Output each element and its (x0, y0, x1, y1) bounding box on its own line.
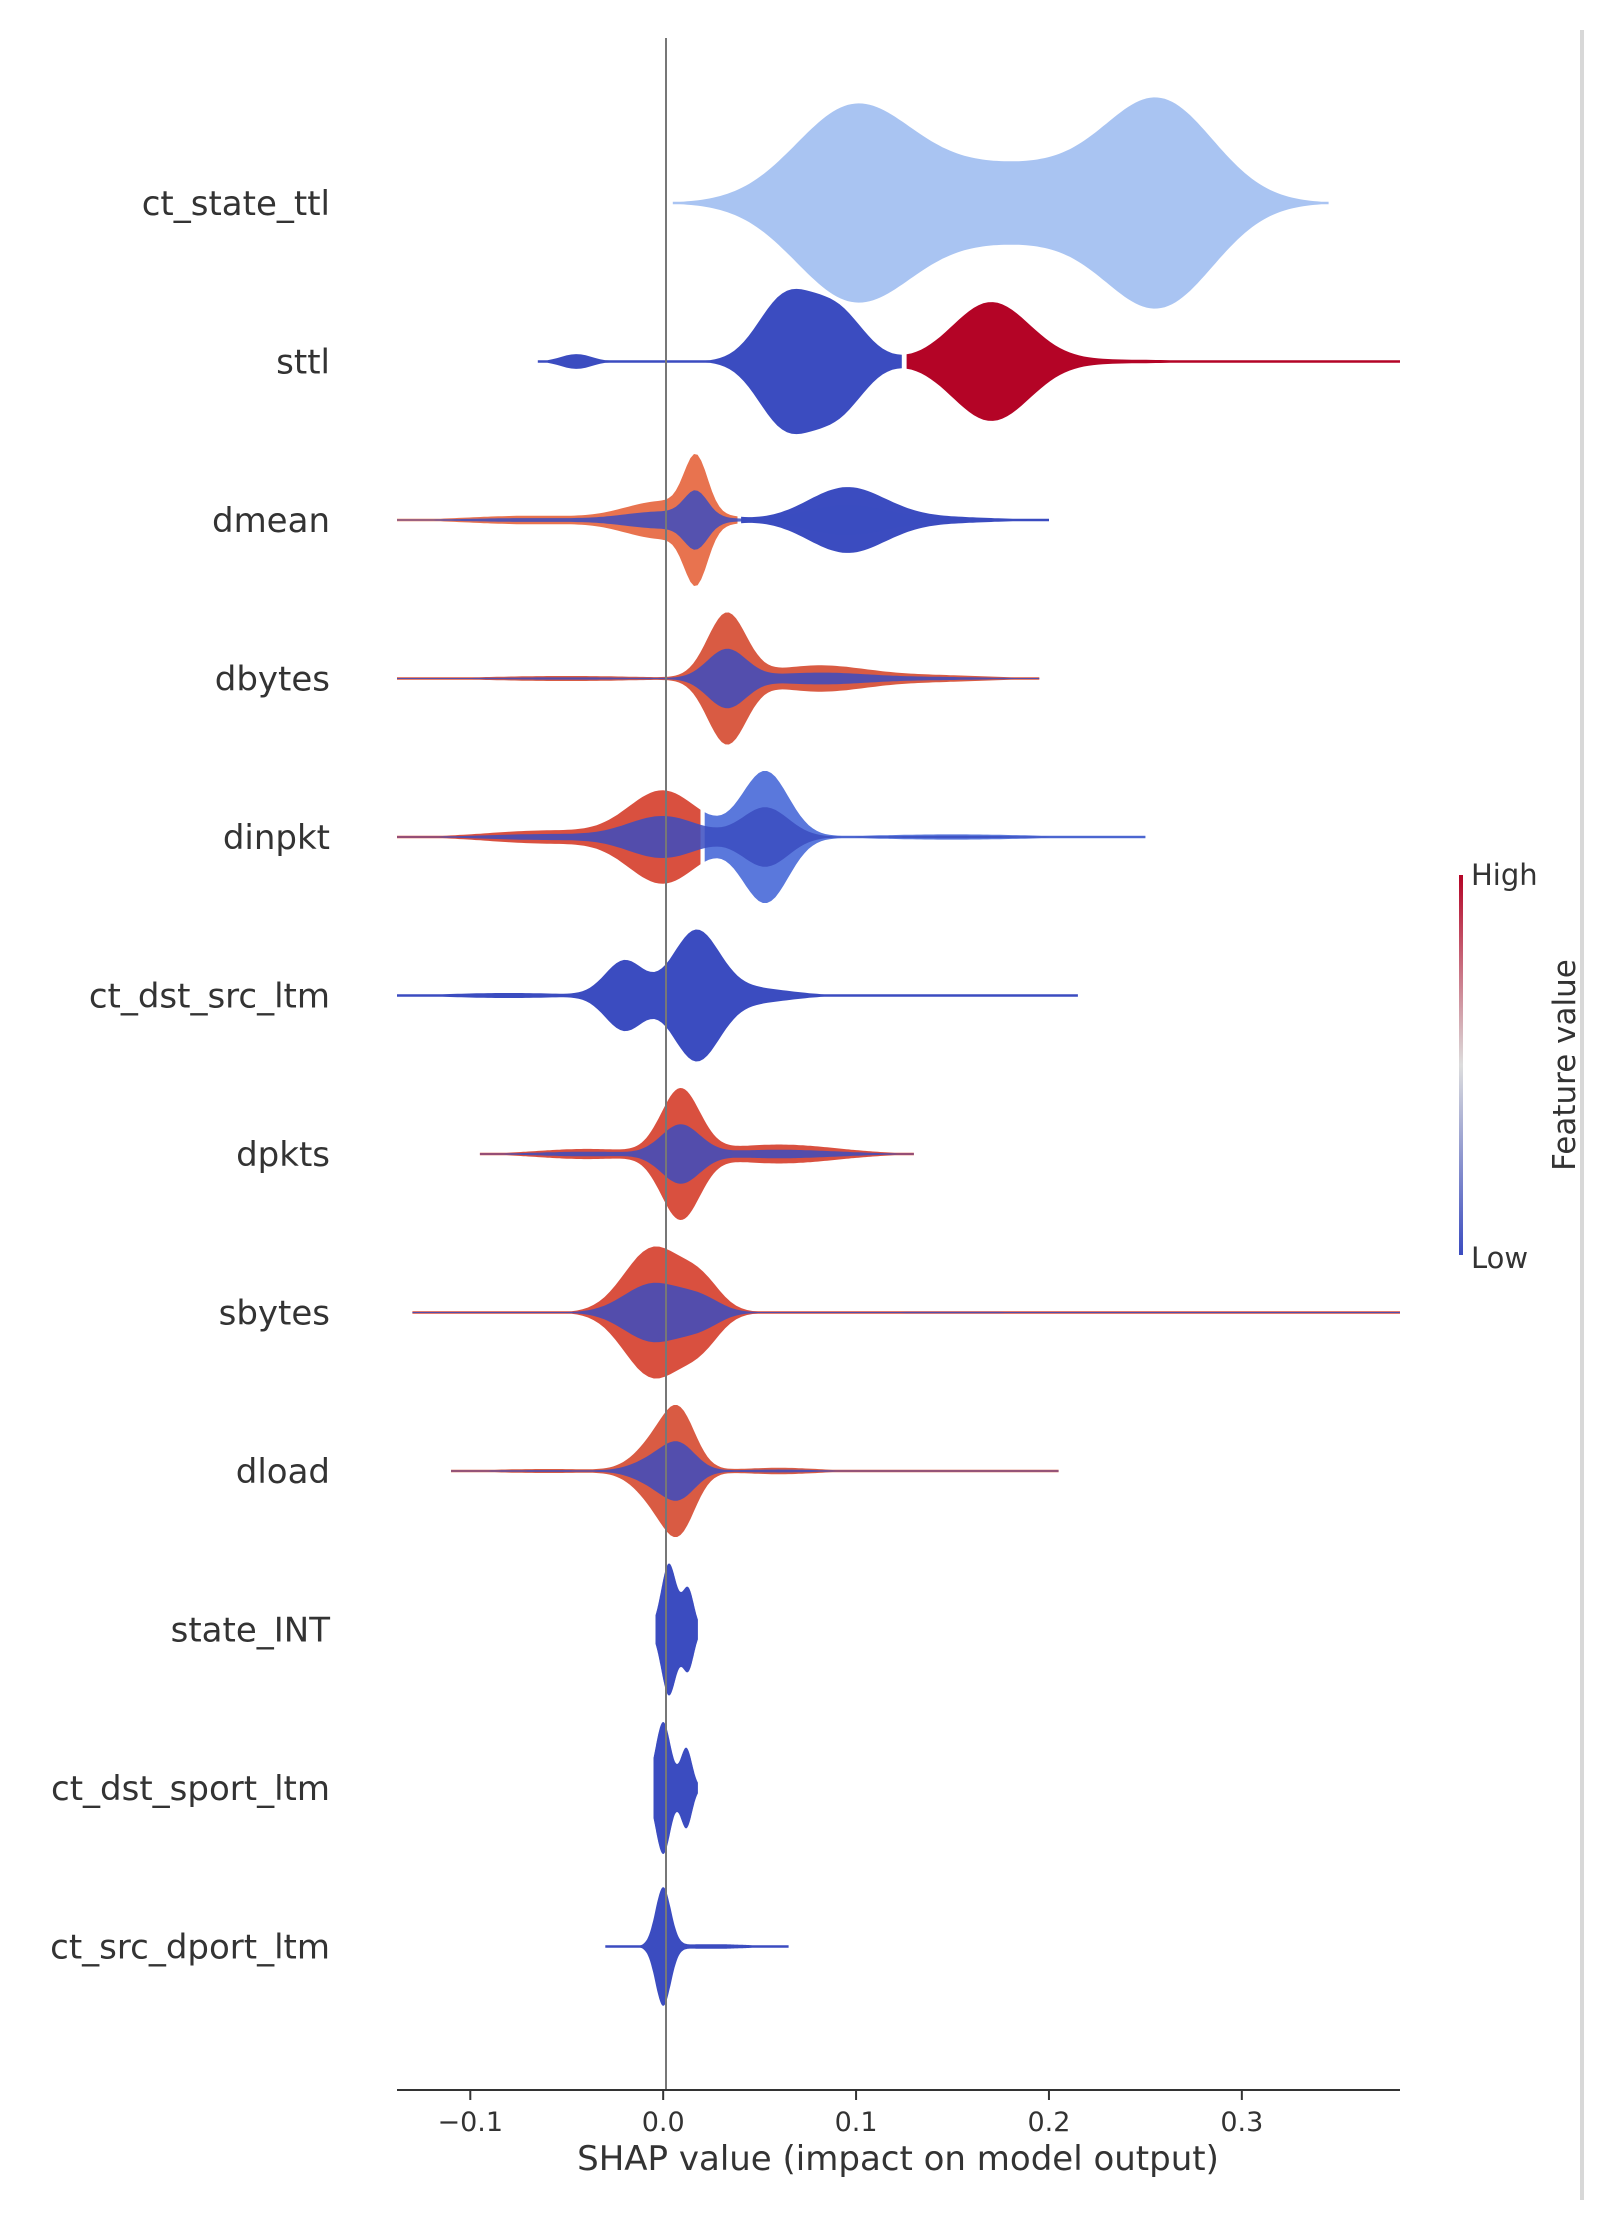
feature-label-dbytes: dbytes (215, 660, 330, 700)
violin-dload (451, 1405, 1059, 1537)
violin-ct-src-dport-ltm (605, 1887, 789, 2006)
x-tick-label-4: 0.3 (1220, 2107, 1263, 2138)
violin-sttl (537, 288, 1400, 435)
violin-segment-ct-dst-sport-ltm-0 (653, 1722, 698, 1854)
violin-ct-dst-src-ltm (397, 929, 1078, 1062)
violin-ct-state-ttl (672, 97, 1329, 309)
violin-sbytes (412, 1246, 1400, 1379)
violin-segment-ct-dst-src-ltm-0 (397, 929, 1078, 1062)
violin-ct-dst-sport-ltm (653, 1722, 698, 1854)
colorbar (1459, 875, 1463, 1255)
violin-core-dload (451, 1441, 1059, 1501)
violin-layer (397, 97, 1400, 2006)
feature-label-dpkts: dpkts (236, 1135, 330, 1175)
violin-dbytes (397, 612, 1040, 745)
x-axis-label: SHAP value (impact on model output) (577, 2139, 1219, 2179)
violin-dinpkt (397, 771, 1146, 903)
violin-dpkts (479, 1088, 914, 1220)
feature-label-sbytes: sbytes (219, 1294, 330, 1334)
violin-segment-sttl-1 (906, 302, 1400, 421)
violin-segment-state-int-0 (655, 1563, 698, 1696)
violin-segment-sttl-0 (537, 288, 902, 435)
violin-core-dpkts (479, 1124, 914, 1184)
feature-label-dmean: dmean (212, 501, 330, 541)
feature-label-dinpkt: dinpkt (223, 818, 330, 858)
violin-segment-ct-state-ttl-0 (672, 97, 1329, 309)
x-axis-ticks: −0.1 0.0 0.1 0.2 0.3 (438, 2090, 1263, 2138)
colorbar-title: Feature value (1547, 959, 1583, 1171)
feature-label-sttl: sttl (276, 343, 330, 383)
colorbar-low-label: Low (1471, 1241, 1528, 1275)
violin-state-int (655, 1563, 698, 1696)
feature-label-ct-state-ttl: ct_state_ttl (142, 184, 330, 224)
violin-segment-ct-src-dport-ltm-0 (605, 1887, 789, 2006)
violin-core-dbytes (397, 648, 1040, 709)
feature-label-ct-dst-sport-ltm: ct_dst_sport_ltm (51, 1769, 330, 1809)
violin-core-dinpkt (397, 807, 1146, 867)
x-tick-label-3: 0.2 (1027, 2107, 1070, 2138)
feature-label-dload: dload (236, 1452, 330, 1492)
feature-label-state-int: state_INT (171, 1611, 331, 1651)
colorbar-high-label: High (1471, 858, 1538, 892)
feature-label-ct-dst-src-ltm: ct_dst_src_ltm (89, 977, 330, 1017)
figure-border (1580, 30, 1584, 2200)
x-tick-label-0: −0.1 (438, 2107, 504, 2138)
x-tick-label-2: 0.1 (835, 2107, 878, 2138)
violin-dmean (397, 454, 1049, 586)
violin-core-dmean (397, 490, 1049, 550)
violin-core-sbytes (412, 1282, 1400, 1343)
x-tick-label-1: 0.0 (642, 2107, 685, 2138)
feature-label-ct-src-dport-ltm: ct_src_dport_ltm (50, 1928, 330, 1968)
